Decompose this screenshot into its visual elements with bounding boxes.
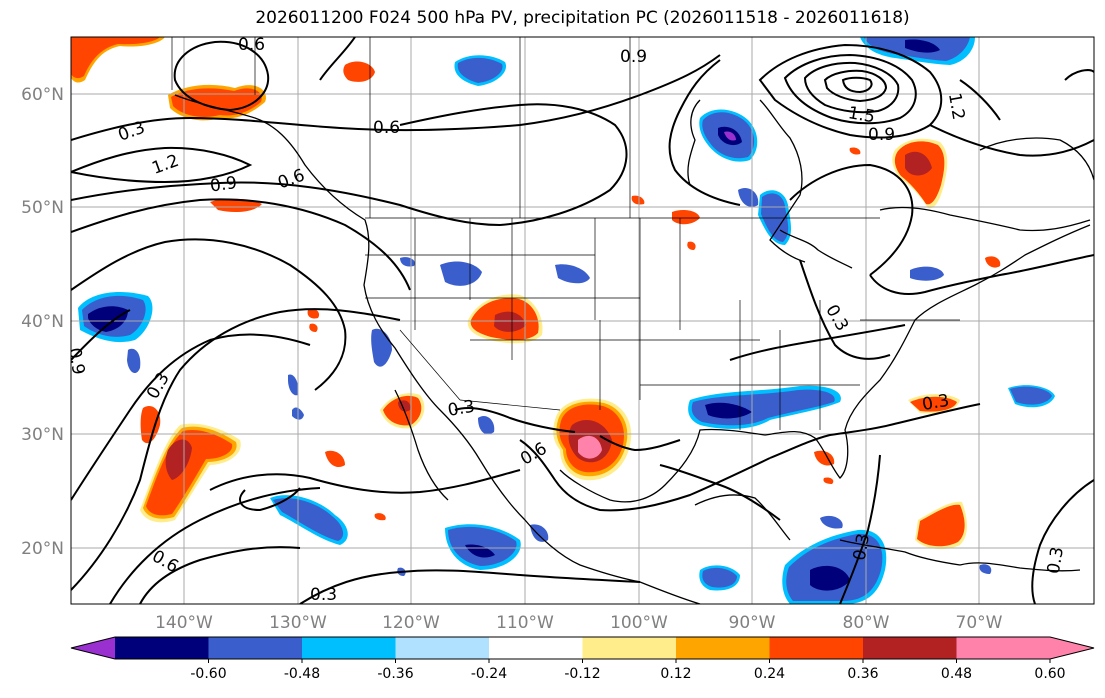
colorbar-tick-label: 0.12 — [660, 666, 691, 682]
longitude-labels: 140°W 130°W 120°W 110°W 100°W 90°W 80°W … — [155, 613, 1003, 633]
pv-contours — [71, 37, 1094, 604]
contour-label: 0.3 — [310, 585, 337, 605]
colorbar-tick-label: 0.48 — [941, 666, 972, 682]
colorbar-bin — [208, 637, 303, 659]
political-borders — [171, 37, 960, 430]
colorbar-bin — [302, 637, 396, 659]
lon-label: 140°W — [155, 613, 213, 633]
colorbar-bin — [582, 637, 677, 659]
colorbar-tick-label: -0.48 — [284, 666, 320, 682]
colorbar-extend-high — [1050, 637, 1094, 659]
colorbar-tick-label: 0.24 — [754, 666, 785, 682]
colorbar-bin — [395, 637, 490, 659]
contour-label: 0.9 — [209, 173, 239, 197]
contour-label: 1.2 — [944, 91, 968, 121]
lat-label: 50°N — [21, 198, 64, 218]
colorbar-tick-label: -0.60 — [190, 666, 226, 682]
map-plot-area: 0.6 0.9 0.3 1.2 0.9 0.6 0.6 1.5 0.9 1.2 … — [64, 35, 1094, 605]
contour-label: 0.6 — [238, 35, 265, 55]
map-title: 2026011200 F024 500 hPa PV, precipitatio… — [255, 8, 910, 28]
colorbar-outline — [70, 636, 1095, 660]
lon-label: 100°W — [610, 613, 668, 633]
colorbar-bin — [769, 637, 864, 659]
lat-label: 30°N — [21, 425, 64, 445]
colorbar-tick-label: -0.12 — [564, 666, 600, 682]
contour-label: 1.5 — [846, 103, 876, 127]
contour-label: 0.9 — [868, 125, 895, 145]
colorbar-tick-label: 0.36 — [847, 666, 878, 682]
contour-label: 0.3 — [850, 532, 874, 562]
map-frame — [70, 36, 1095, 605]
lon-label: 130°W — [269, 613, 327, 633]
lon-label: 120°W — [382, 613, 440, 633]
colorbar-bin — [489, 637, 583, 659]
negative-precip-areas — [78, 37, 1055, 604]
colorbar-bin — [676, 637, 770, 659]
graticule — [71, 37, 1094, 604]
contour-label: 0.3 — [446, 397, 476, 421]
lat-label: 20°N — [21, 539, 64, 559]
lon-label: 90°W — [729, 613, 776, 633]
lon-label: 110°W — [496, 613, 554, 633]
contour-label: 0.6 — [373, 118, 400, 138]
latitude-labels: 60°N 50°N 40°N 30°N 20°N — [21, 85, 64, 559]
contour-label: 0.3 — [1044, 545, 1068, 575]
colorbar-tick-label: -0.36 — [377, 666, 413, 682]
contour-label: 0.9 — [64, 346, 88, 376]
lon-label: 80°W — [843, 613, 890, 633]
colorbar-tick-label: -0.24 — [471, 666, 507, 682]
positive-precip-areas — [71, 37, 1001, 550]
pos-area-max — [578, 435, 602, 459]
lat-label: 40°N — [21, 312, 64, 332]
colorbar: -0.60 -0.48 -0.36 -0.24 -0.12 0.12 0.24 0.36 0.4… — [70, 636, 1095, 682]
colorbar-bin — [115, 637, 209, 659]
colorbar-bin — [956, 637, 1051, 659]
contour-label: 0.9 — [620, 47, 647, 67]
colorbar-bin — [863, 637, 957, 659]
colorbar-tick-label: 0.60 — [1034, 666, 1065, 682]
colorbar-extend-low — [71, 637, 115, 659]
lon-label: 70°W — [956, 613, 1003, 633]
coastlines — [174, 94, 1094, 604]
contour-label: 0.3 — [921, 391, 951, 415]
lat-label: 60°N — [21, 85, 64, 105]
